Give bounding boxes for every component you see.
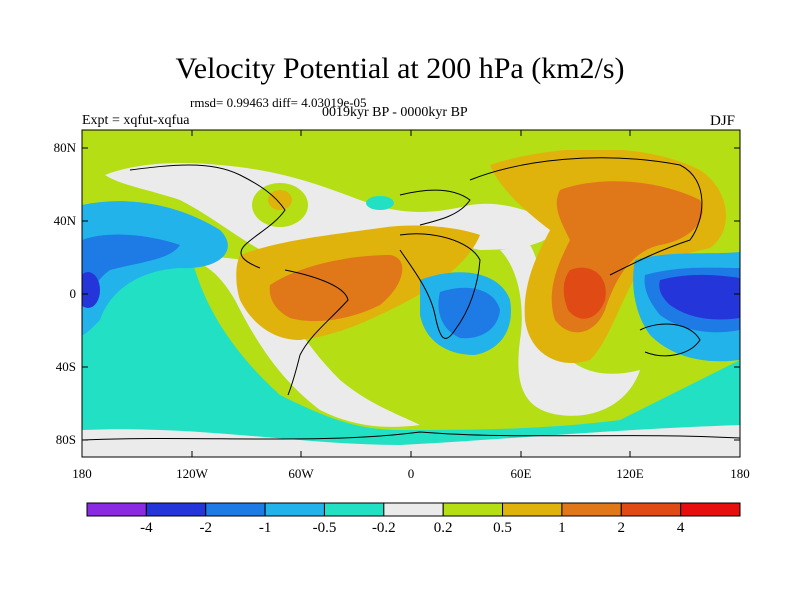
lat-label-40n: 40N	[53, 213, 76, 228]
coastline-north-america	[129, 164, 286, 269]
lon-label-60w: 60W	[288, 466, 314, 481]
lat-label-0: 0	[69, 286, 77, 301]
lon-label-120w: 120W	[176, 466, 208, 481]
contour-arctic	[82, 130, 740, 150]
contour-neg-wpacific-core	[659, 274, 740, 320]
season-label: DJF	[710, 113, 736, 129]
lat-label-80s: 80S	[55, 432, 76, 447]
colorbar-swatch	[561, 502, 622, 517]
coastline-asia	[469, 157, 703, 276]
colorbar-label: 0.2	[433, 520, 453, 536]
lon-label-180w: 180	[72, 466, 92, 481]
colorbar-swatch	[620, 502, 682, 517]
contour-pos-max	[563, 267, 606, 319]
contour-pos-atlantic-core	[269, 255, 403, 322]
lon-label-0: 0	[407, 466, 415, 481]
colorbar-swatch	[323, 502, 385, 517]
colorbar-swatch	[145, 502, 207, 517]
experiment-label: Expt = xqfut-xqfua	[82, 113, 190, 128]
colorbar-swatch	[442, 502, 504, 517]
contour-neg-pacific-core	[82, 234, 180, 305]
lat-label-40s: 40S	[55, 359, 76, 374]
contour-neg-safrica-core	[438, 287, 500, 339]
period-label: 0019kyr BP - 0000kyr BP	[322, 105, 468, 120]
map-contours	[82, 130, 740, 457]
contour-pos-namerica-core	[268, 190, 292, 210]
map-title: Velocity Potential at 200 hPa (km2/s)	[175, 52, 625, 85]
lon-label-180e: 180	[730, 466, 750, 481]
colorbar-label: 1	[558, 520, 566, 536]
axis-ticks	[82, 130, 740, 457]
colorbar-label: 4	[676, 520, 685, 536]
colorbar-swatch	[680, 502, 741, 517]
coastline-africa	[399, 233, 481, 339]
lon-label-120e: 120E	[616, 466, 644, 481]
contour-neutral-pacific	[150, 256, 420, 427]
colorbar-swatch	[205, 502, 266, 517]
coastline-australia	[639, 323, 701, 357]
coastlines	[82, 157, 740, 441]
contour-neutral-antarctic	[82, 425, 740, 457]
colorbar-label: 2	[617, 520, 626, 536]
contour-neg-atlantic-small	[366, 196, 394, 210]
colorbar-swatch	[502, 502, 563, 517]
lon-label-60e: 60E	[510, 466, 532, 481]
colorbar-swatch	[383, 502, 444, 517]
contour-neg-pacific-min	[82, 272, 100, 308]
colorbar	[86, 502, 741, 517]
colorbar-label: -2	[199, 520, 212, 536]
coastline-europe	[399, 189, 471, 226]
colorbar-swatch	[86, 502, 147, 517]
contour-neg-south	[82, 247, 740, 457]
lat-label-80n: 80N	[53, 140, 76, 155]
colorbar-label: -0.5	[312, 520, 337, 536]
colorbar-label: -4	[140, 520, 153, 536]
colorbar-label: -0.2	[371, 520, 396, 536]
stats-text: rmsd= 0.99463 diff= 4.03019e-05	[190, 95, 367, 110]
coastline-south-america	[284, 269, 349, 396]
colorbar-label: -1	[258, 520, 272, 536]
colorbar-swatch	[264, 502, 325, 517]
colorbar-label: 0.5	[493, 520, 512, 536]
coastline-antarctica	[82, 431, 740, 441]
